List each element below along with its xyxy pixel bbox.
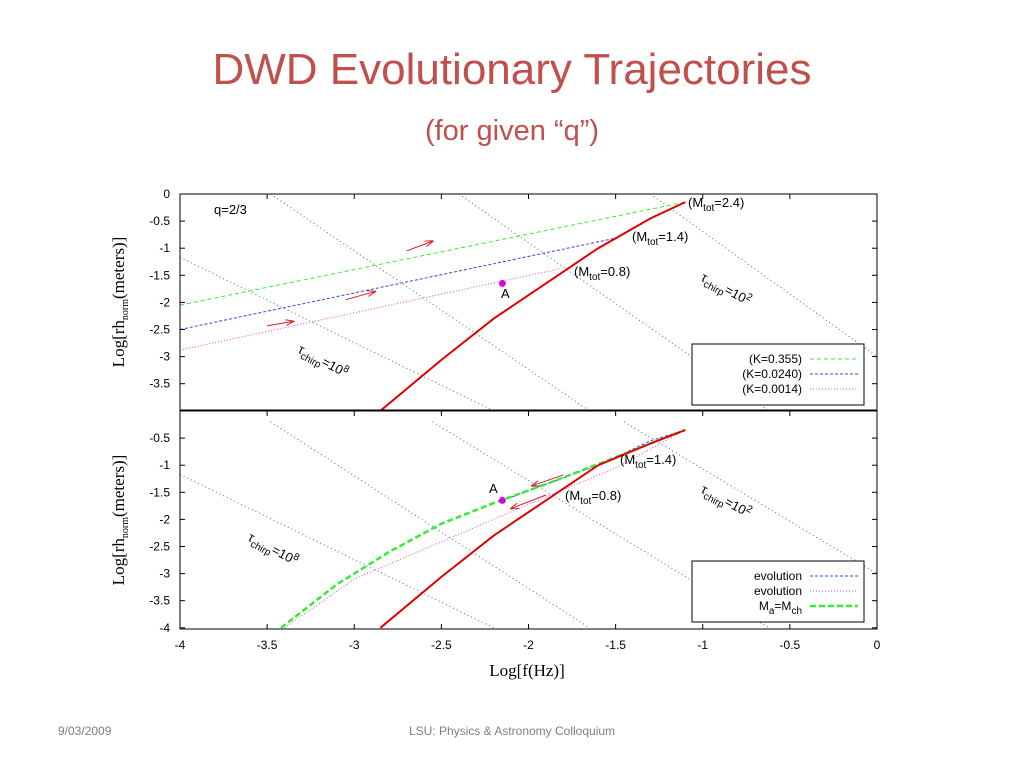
top-y-axis-label: Log[rhnorm(meters)]	[109, 237, 131, 368]
bottom-panel: -0.5 -1 -1.5 -2 -2.5 -3 -3.5 -4 Log[rhnorm(meter…	[109, 410, 878, 635]
top-legend-label-2: (K=0.0014)	[742, 382, 802, 396]
top-arrow-1	[345, 292, 376, 301]
top-y-ticks: 0 -0.5 -1 -1.5 -2 -2.5 -3 -3.5	[149, 187, 877, 391]
top-ytick-label: -3.5	[149, 377, 170, 391]
mtot-1.4-label: (Mtot=1.4)	[620, 452, 676, 471]
top-legend: (K=0.355)(K=0.0240)(K=0.0014)	[691, 343, 865, 406]
bottom-series-1-line	[284, 429, 686, 629]
mtot-0.8-label: (Mtot=0.8)	[565, 488, 621, 507]
bottom-legend-label-2: Ma=Mch	[759, 599, 802, 617]
bottom-chirp-line-1	[270, 421, 590, 629]
bottom-arrow-1	[511, 494, 547, 509]
q-label: q=2/3	[214, 202, 247, 217]
top-plot-area	[180, 194, 877, 410]
x-ticks: -4 -3.5 -3 -2.5 -2 -1.5 -1 -0.5 0	[175, 194, 881, 652]
bottom-ytick-label: -0.5	[149, 431, 170, 445]
chirp-1e8-label: τchirp=108	[294, 341, 352, 384]
top-arrow-0	[406, 241, 433, 252]
xtick-label: -3.5	[257, 638, 278, 652]
chirp-1e2-label: τchirp=102	[697, 481, 755, 524]
xtick-label: -4	[175, 638, 186, 652]
xtick-label: 0	[874, 638, 881, 652]
bottom-arrow-0	[532, 474, 564, 486]
top-series-0-line	[180, 201, 686, 306]
footer-venue: LSU: Physics & Astronomy Colloquium	[408, 724, 616, 738]
xtick-label: -2	[523, 638, 534, 652]
point-a-label: A	[489, 481, 498, 496]
bottom-ytick-label: -1	[159, 458, 170, 472]
x-axis-label: Log[f(Hz)]	[489, 661, 565, 680]
bottom-ytick-label: -2.5	[149, 540, 170, 554]
footer-date: 9/03/2009	[58, 724, 112, 738]
bottom-legend-label-0: evolution	[754, 569, 802, 583]
top-ytick-label: -1	[159, 241, 170, 255]
mtot-0.8-label: (Mtot=0.8)	[574, 264, 630, 283]
top-series-3-line	[379, 201, 686, 410]
top-ytick-label: -1.5	[149, 268, 170, 282]
top-arrow-2	[267, 321, 293, 327]
bottom-y-axis-label: Log[rhnorm(meters)]	[109, 455, 131, 586]
bottom-point-a	[498, 496, 506, 504]
bottom-ytick-label: -4	[159, 621, 170, 635]
bottom-ytick-label: -2	[159, 512, 170, 526]
xtick-label: -1.5	[605, 638, 626, 652]
bottom-legend-label-1: evolution	[754, 584, 802, 598]
bottom-legend-box	[691, 560, 865, 623]
xtick-label: -2.5	[431, 638, 452, 652]
top-series-1-line	[180, 236, 620, 330]
top-chirp-line-3	[650, 194, 877, 358]
mtot-1.4-label: (Mtot=1.4)	[632, 229, 688, 248]
xtick-label: -3	[349, 638, 360, 652]
top-legend-label-1: (K=0.0240)	[742, 367, 802, 381]
bottom-chirp-line-3	[624, 421, 877, 575]
top-ytick-label: -2.5	[149, 323, 170, 337]
top-point-a	[498, 279, 506, 287]
chirp-1e8-label: τchirp=108	[244, 529, 302, 572]
chirp-1e2-label: τchirp=102	[697, 269, 755, 312]
top-ytick-label: -2	[159, 295, 170, 309]
xtick-label: -0.5	[780, 638, 801, 652]
bottom-y-ticks: -0.5 -1 -1.5 -2 -2.5 -3 -3.5 -4	[149, 431, 877, 635]
top-chirp-line-0	[180, 256, 494, 410]
slide-title: DWD Evolutionary Trajectories	[212, 45, 812, 94]
xtick-label: -1	[697, 638, 708, 652]
top-panel: 0 -0.5 -1 -1.5 -2 -2.5 -3 -3.5 Log[rhnorm(meters…	[109, 187, 878, 411]
bottom-series-3-line	[379, 429, 686, 629]
top-legend-label-0: (K=0.355)	[749, 352, 802, 366]
bottom-chirp-line-0	[180, 473, 494, 629]
top-ytick-label: -3	[159, 350, 170, 364]
point-a-label: A	[501, 286, 510, 301]
slide-subtitle: (for given “q”)	[424, 115, 600, 147]
bottom-ytick-label: -1.5	[149, 485, 170, 499]
top-chirp-line-1	[270, 194, 590, 410]
mtot-2.4-label: (Mtot=2.4)	[688, 195, 744, 214]
top-ytick-label: -0.5	[149, 214, 170, 228]
top-ytick-label: 0	[163, 187, 170, 201]
bottom-ytick-label: -3	[159, 567, 170, 581]
bottom-ytick-label: -3.5	[149, 594, 170, 608]
